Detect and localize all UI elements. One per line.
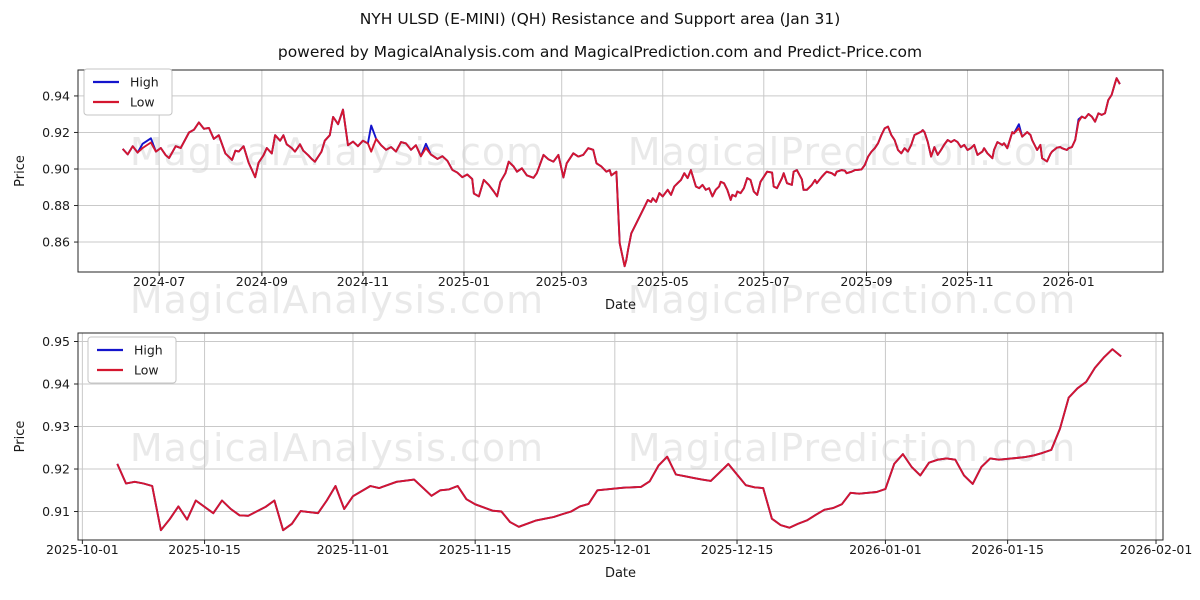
legend-high-label: High: [130, 75, 159, 90]
legend-box: [87, 336, 177, 384]
y-tick-label: 0.86: [42, 235, 70, 250]
x-tick-label: 2025-12-01: [578, 542, 651, 557]
price-chart-long-range: 2024-07 2024-09 2024-11 2025-01 2025-03 2025-…: [13, 68, 1164, 313]
x-axis-label: Date: [605, 566, 636, 581]
plot-border: [77, 69, 1164, 273]
plot-border: [77, 332, 1164, 541]
watermark-analysis: MagicalAnalysis.com: [129, 130, 545, 174]
y-tick-label: 0.94: [42, 88, 70, 103]
legend: High Low: [83, 68, 173, 116]
y-axis-label: Price: [13, 155, 28, 187]
x-tick-label: 2025-11-01: [317, 542, 390, 557]
x-tick-label: 2025-03: [536, 274, 588, 289]
watermark-prediction: MagicalPrediction.com: [627, 278, 1077, 322]
x-tick-label: 2025-10-01: [46, 542, 119, 557]
x-axis-label: Date: [605, 298, 636, 313]
x-tick-label: 2025-01: [438, 274, 490, 289]
tick-labels: 2024-07 2024-09 2024-11 2025-01 2025-03 2025-…: [42, 88, 1095, 289]
tick-labels: 2025-10-01 2025-10-15 2025-11-01 2025-11-15…: [42, 334, 1192, 557]
y-tick-label: 0.93: [42, 419, 70, 434]
tick-marks: [74, 341, 1157, 544]
x-tick-label: 2026-02-01: [1120, 542, 1193, 557]
y-tick-label: 0.88: [42, 198, 70, 213]
x-tick-label: 2025-11: [941, 274, 993, 289]
watermark-prediction: MagicalPrediction.com: [627, 426, 1077, 470]
x-tick-label: 2024-11: [337, 274, 389, 289]
y-tick-label: 0.92: [42, 125, 70, 140]
x-tick-label: 2025-12-15: [701, 542, 774, 557]
y-tick-label: 0.90: [42, 161, 70, 176]
legend-low-label: Low: [134, 363, 159, 378]
low-line: [121, 77, 1121, 268]
price-chart-recent-daily: 2025-10-01 2025-10-15 2025-11-01 2025-11-15…: [13, 332, 1192, 581]
x-tick-label: 2026-01: [1042, 274, 1094, 289]
y-tick-label: 0.92: [42, 462, 70, 477]
legend: High Low: [87, 336, 177, 384]
watermark-analysis: MagicalAnalysis.com: [129, 426, 545, 470]
x-tick-label: 2026-01-01: [849, 542, 922, 557]
x-tick-label: 2024-07: [133, 274, 185, 289]
y-tick-label: 0.95: [42, 334, 70, 349]
low-line: [116, 348, 1122, 532]
legend-low-label: Low: [130, 95, 155, 110]
tick-marks: [74, 95, 1070, 276]
legend-high-label: High: [134, 343, 163, 358]
watermark-prediction: MagicalPrediction.com: [627, 130, 1077, 174]
y-tick-label: 0.94: [42, 377, 70, 392]
x-tick-label: 2025-09: [840, 274, 892, 289]
legend-box: [83, 68, 173, 116]
figure-title: NYH ULSD (E-MINI) (QH) Resistance and Su…: [359, 10, 841, 28]
high-line: [116, 348, 1122, 532]
high-line: [121, 77, 1121, 268]
x-tick-label: 2025-07: [738, 274, 790, 289]
x-tick-label: 2025-11-15: [439, 542, 512, 557]
gridlines: [78, 70, 1163, 272]
figure-subtitle: powered by MagicalAnalysis.com and Magic…: [277, 43, 923, 61]
watermark-analysis: MagicalAnalysis.com: [129, 278, 545, 322]
gridlines: [78, 333, 1163, 540]
x-tick-label: 2025-10-15: [168, 542, 241, 557]
x-tick-label: 2024-09: [236, 274, 288, 289]
y-tick-label: 0.91: [42, 504, 70, 519]
y-axis-label: Price: [13, 421, 28, 453]
x-tick-label: 2025-05: [637, 274, 689, 289]
x-tick-label: 2026-01-15: [971, 542, 1044, 557]
